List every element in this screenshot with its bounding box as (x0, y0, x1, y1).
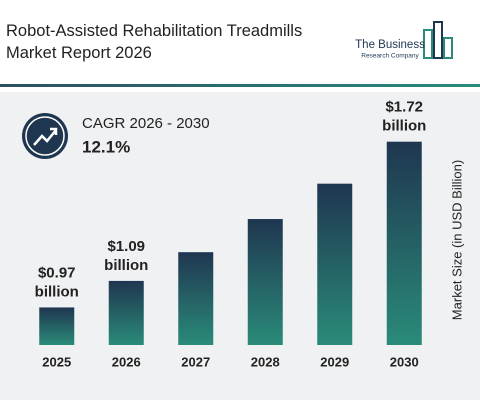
logo-bar (443, 37, 453, 59)
x-tick-label: 2026 (112, 354, 141, 369)
x-tick-label: 2027 (181, 354, 210, 369)
bar (386, 141, 422, 345)
bar (39, 307, 75, 345)
data-label: $1.72 billion (382, 99, 426, 135)
data-label: $1.09 billion (104, 238, 148, 274)
chart-title: Robot-Assisted Rehabilitation Treadmills… (6, 22, 303, 62)
icon-arrow (50, 127, 58, 135)
cagr-icon (22, 113, 68, 159)
x-tick-label: 2029 (320, 354, 349, 369)
x-tick-label: 2028 (251, 354, 280, 369)
icon-arrow (33, 129, 57, 146)
logo: The Business Research Company (355, 21, 453, 60)
annotation-value: 12.1% (82, 137, 130, 156)
data-label: $0.97 billion (35, 264, 79, 300)
y-axis-label: Market Size (in USD Billion) (449, 160, 464, 320)
logo-bar (433, 21, 443, 59)
header-rule (0, 84, 480, 87)
logo-bar (423, 29, 433, 59)
x-tick-label: 2025 (42, 354, 71, 369)
bar (317, 183, 353, 345)
icon-circle (22, 113, 68, 159)
bar (178, 252, 214, 345)
x-tick-label: 2030 (390, 354, 419, 369)
bar (108, 280, 144, 345)
logo-text: Research Company (361, 53, 419, 60)
annotation-label: CAGR 2026 - 2030 (82, 115, 210, 132)
icon-ring (25, 116, 65, 156)
bar (247, 219, 283, 345)
logo-text: The Business (355, 39, 425, 51)
